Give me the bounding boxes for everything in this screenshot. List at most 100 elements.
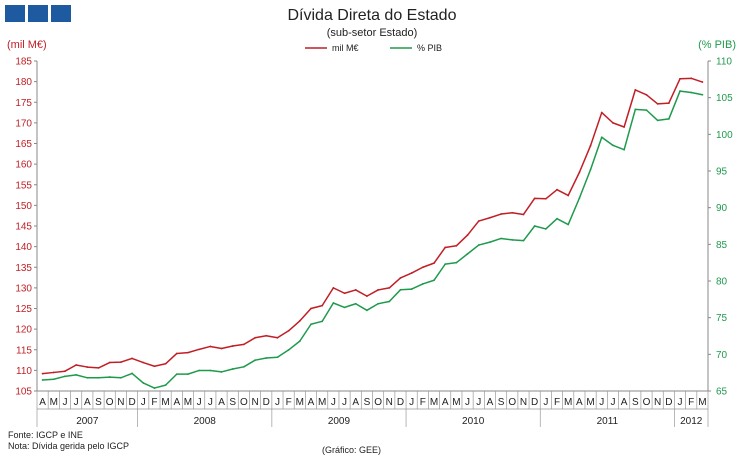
left-tick-label: 165 [15,139,32,150]
data-point-mil-meur [254,336,256,339]
data-point-mil-meur [131,357,133,360]
right-tick-label: 75 [716,313,728,324]
year-label: 2007 [76,416,99,427]
data-point-pct-pib [209,369,212,372]
data-point-pct-pib [399,288,402,291]
data-point-mil-meur [97,367,100,369]
year-label: 2008 [194,416,217,427]
data-point-mil-meur [544,197,547,200]
data-point-mil-meur [175,352,178,355]
chart-title: Dívida Direta do Estado [287,7,457,24]
footnote: Nota: Dívida gerida pelo IGCP [8,441,130,451]
series-line-pct-pib [42,90,703,389]
data-point-pct-pib [466,252,469,255]
legend-label: % PIB [417,43,442,53]
data-point-mil-meur [187,351,189,354]
data-point-pct-pib [287,349,290,351]
data-point-mil-meur [142,361,145,364]
left-tick-label: 175 [15,98,32,109]
right-axis-label: (% PIB) [698,39,736,51]
data-point-mil-meur [578,171,581,174]
left-tick-label: 125 [15,304,32,315]
data-point-mil-meur [679,77,681,80]
data-point-mil-meur [332,286,335,289]
data-point-pct-pib [421,283,424,285]
data-point-pct-pib [489,241,491,244]
data-point-pct-pib [131,372,133,375]
x-tick-label: S [229,397,236,408]
data-point-mil-meur [298,319,301,322]
x-tick-label: D [531,397,538,408]
data-point-mil-meur [310,307,312,310]
data-point-mil-meur [231,345,234,347]
data-point-pct-pib [332,302,335,304]
data-point-mil-meur [612,121,614,124]
data-point-mil-meur [52,371,55,374]
data-point-pct-pib [75,373,78,376]
data-point-pct-pib [690,91,693,94]
left-tick-label: 120 [15,325,32,336]
x-tick-label: F [151,397,157,408]
data-point-pct-pib [410,288,413,290]
data-point-mil-meur [489,216,491,219]
data-point-pct-pib [500,237,503,240]
x-tick-label: O [508,397,516,408]
right-tick-label: 65 [716,387,728,398]
x-tick-label: D [263,397,270,408]
data-point-mil-meur [444,246,447,249]
x-tick-label: S [95,397,102,408]
data-point-pct-pib [52,378,55,381]
legend-label: mil M€ [332,43,359,53]
x-tick-label: D [397,397,404,408]
data-point-pct-pib [533,225,536,227]
data-point-pct-pib [164,384,167,387]
data-point-mil-meur [343,292,346,295]
right-tick-label: 90 [716,203,728,214]
left-tick-label: 115 [16,345,32,356]
left-tick-label: 135 [15,263,32,274]
data-point-pct-pib [298,340,301,343]
data-point-mil-meur [153,365,156,368]
data-point-mil-meur [108,361,111,364]
data-point-pct-pib [645,109,648,112]
x-tick-label: F [420,397,426,408]
data-point-pct-pib [175,373,178,376]
x-tick-label: O [643,397,651,408]
credit: (Gráfico: GEE) [322,445,382,455]
x-tick-label: M [564,397,572,408]
x-tick-label: A [352,397,359,408]
left-tick-label: 145 [15,222,32,233]
data-point-pct-pib [544,228,547,230]
source-note: Fonte: IGCP e INE [8,430,83,440]
x-tick-label: N [386,397,393,408]
data-point-pct-pib [567,223,570,226]
data-point-mil-meur [242,343,245,346]
left-tick-label: 180 [15,77,32,88]
data-point-mil-meur [119,361,122,364]
data-point-mil-meur [354,289,357,291]
x-tick-label: J [197,397,202,408]
data-point-pct-pib [276,356,279,359]
x-tick-label: J [409,397,414,408]
x-tick-label: M [50,397,58,408]
left-axis-label: (mil M€) [7,39,47,51]
data-point-mil-meur [287,329,290,332]
data-point-pct-pib [511,239,514,241]
x-tick-label: J [208,397,213,408]
data-point-mil-meur [667,102,670,104]
data-point-pct-pib [444,263,447,266]
x-tick-label: J [610,397,615,408]
x-tick-label: A [576,397,583,408]
data-point-pct-pib [310,323,312,326]
right-tick-label: 95 [716,167,728,178]
x-tick-label: J [62,397,67,408]
data-point-pct-pib [321,320,324,323]
data-point-pct-pib [366,309,368,312]
data-point-mil-meur [399,277,402,279]
data-point-mil-meur [410,272,413,274]
data-point-pct-pib [265,357,268,359]
left-tick-label: 170 [15,118,32,129]
data-point-pct-pib [231,368,234,370]
x-tick-label: D [128,397,135,408]
data-point-pct-pib [354,302,357,305]
